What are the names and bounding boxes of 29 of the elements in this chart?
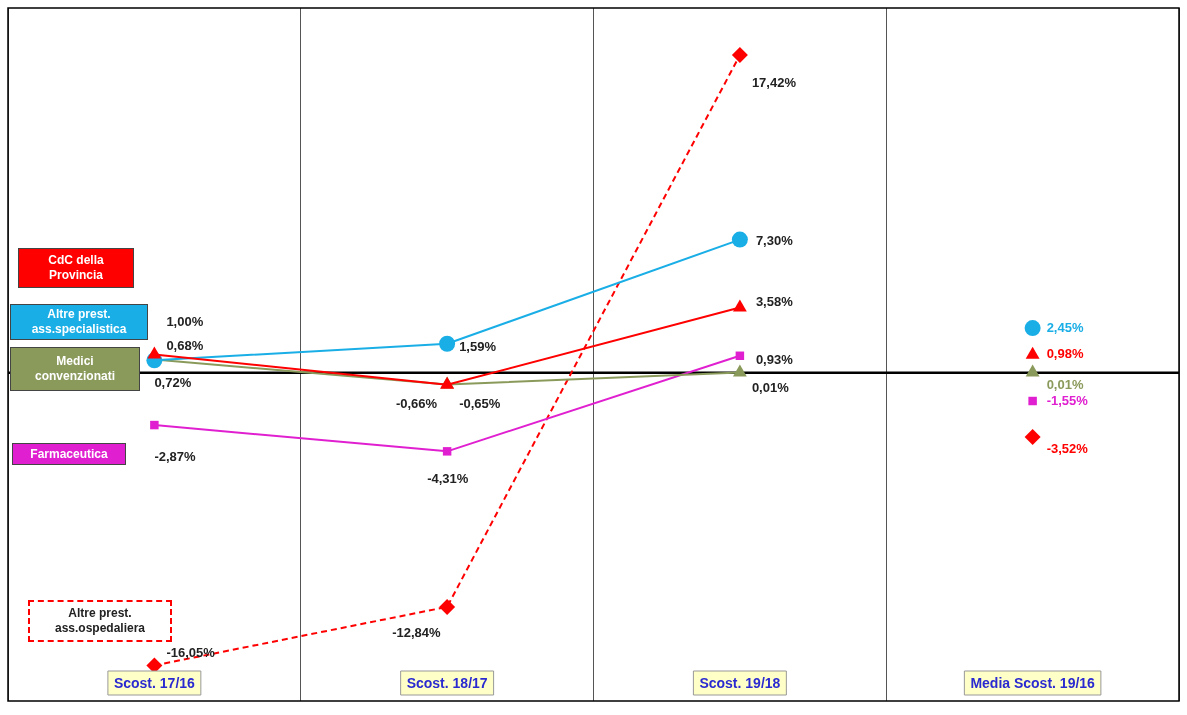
data-label: -0,66%: [395, 396, 438, 412]
data-label: 0,98%: [1046, 346, 1084, 362]
data-label: 1,00%: [166, 314, 204, 330]
data-label: -1,55%: [1046, 392, 1089, 408]
data-label: 0,72%: [154, 375, 192, 391]
data-label: 0,01%: [1046, 377, 1084, 393]
data-label: 0,93%: [755, 352, 794, 368]
legend-label: Altre prest. ass.ospedaliera: [28, 600, 172, 642]
data-label: -2,87%: [154, 448, 197, 464]
data-label: -3,52%: [1046, 440, 1089, 456]
data-label: 7,30%: [755, 233, 794, 249]
legend-label: CdC della Provincia: [18, 248, 134, 288]
data-label: 17,42%: [751, 74, 797, 90]
data-label: 0,68%: [166, 337, 204, 353]
data-label: -12,84%: [392, 625, 441, 641]
data-label: -16,05%: [166, 645, 216, 661]
x-tick-label: Scost. 17/16: [113, 674, 196, 691]
data-label: 3,58%: [755, 294, 794, 310]
data-label: -0,65%: [459, 396, 501, 412]
data-label: -4,31%: [427, 470, 469, 486]
legend-label: Medici convenzionati: [10, 347, 140, 391]
x-tick-label: Scost. 19/18: [699, 674, 781, 691]
data-label: 1,59%: [459, 339, 497, 355]
data-label: 0,01%: [751, 380, 790, 396]
legend-label: Farmaceutica: [12, 443, 126, 465]
data-label: 2,45%: [1046, 319, 1084, 335]
legend-label: Altre prest. ass.specialistica: [10, 304, 148, 340]
x-tick-label: Media Scost. 19/16: [970, 674, 1096, 691]
x-tick-label: Scost. 18/17: [406, 674, 488, 691]
